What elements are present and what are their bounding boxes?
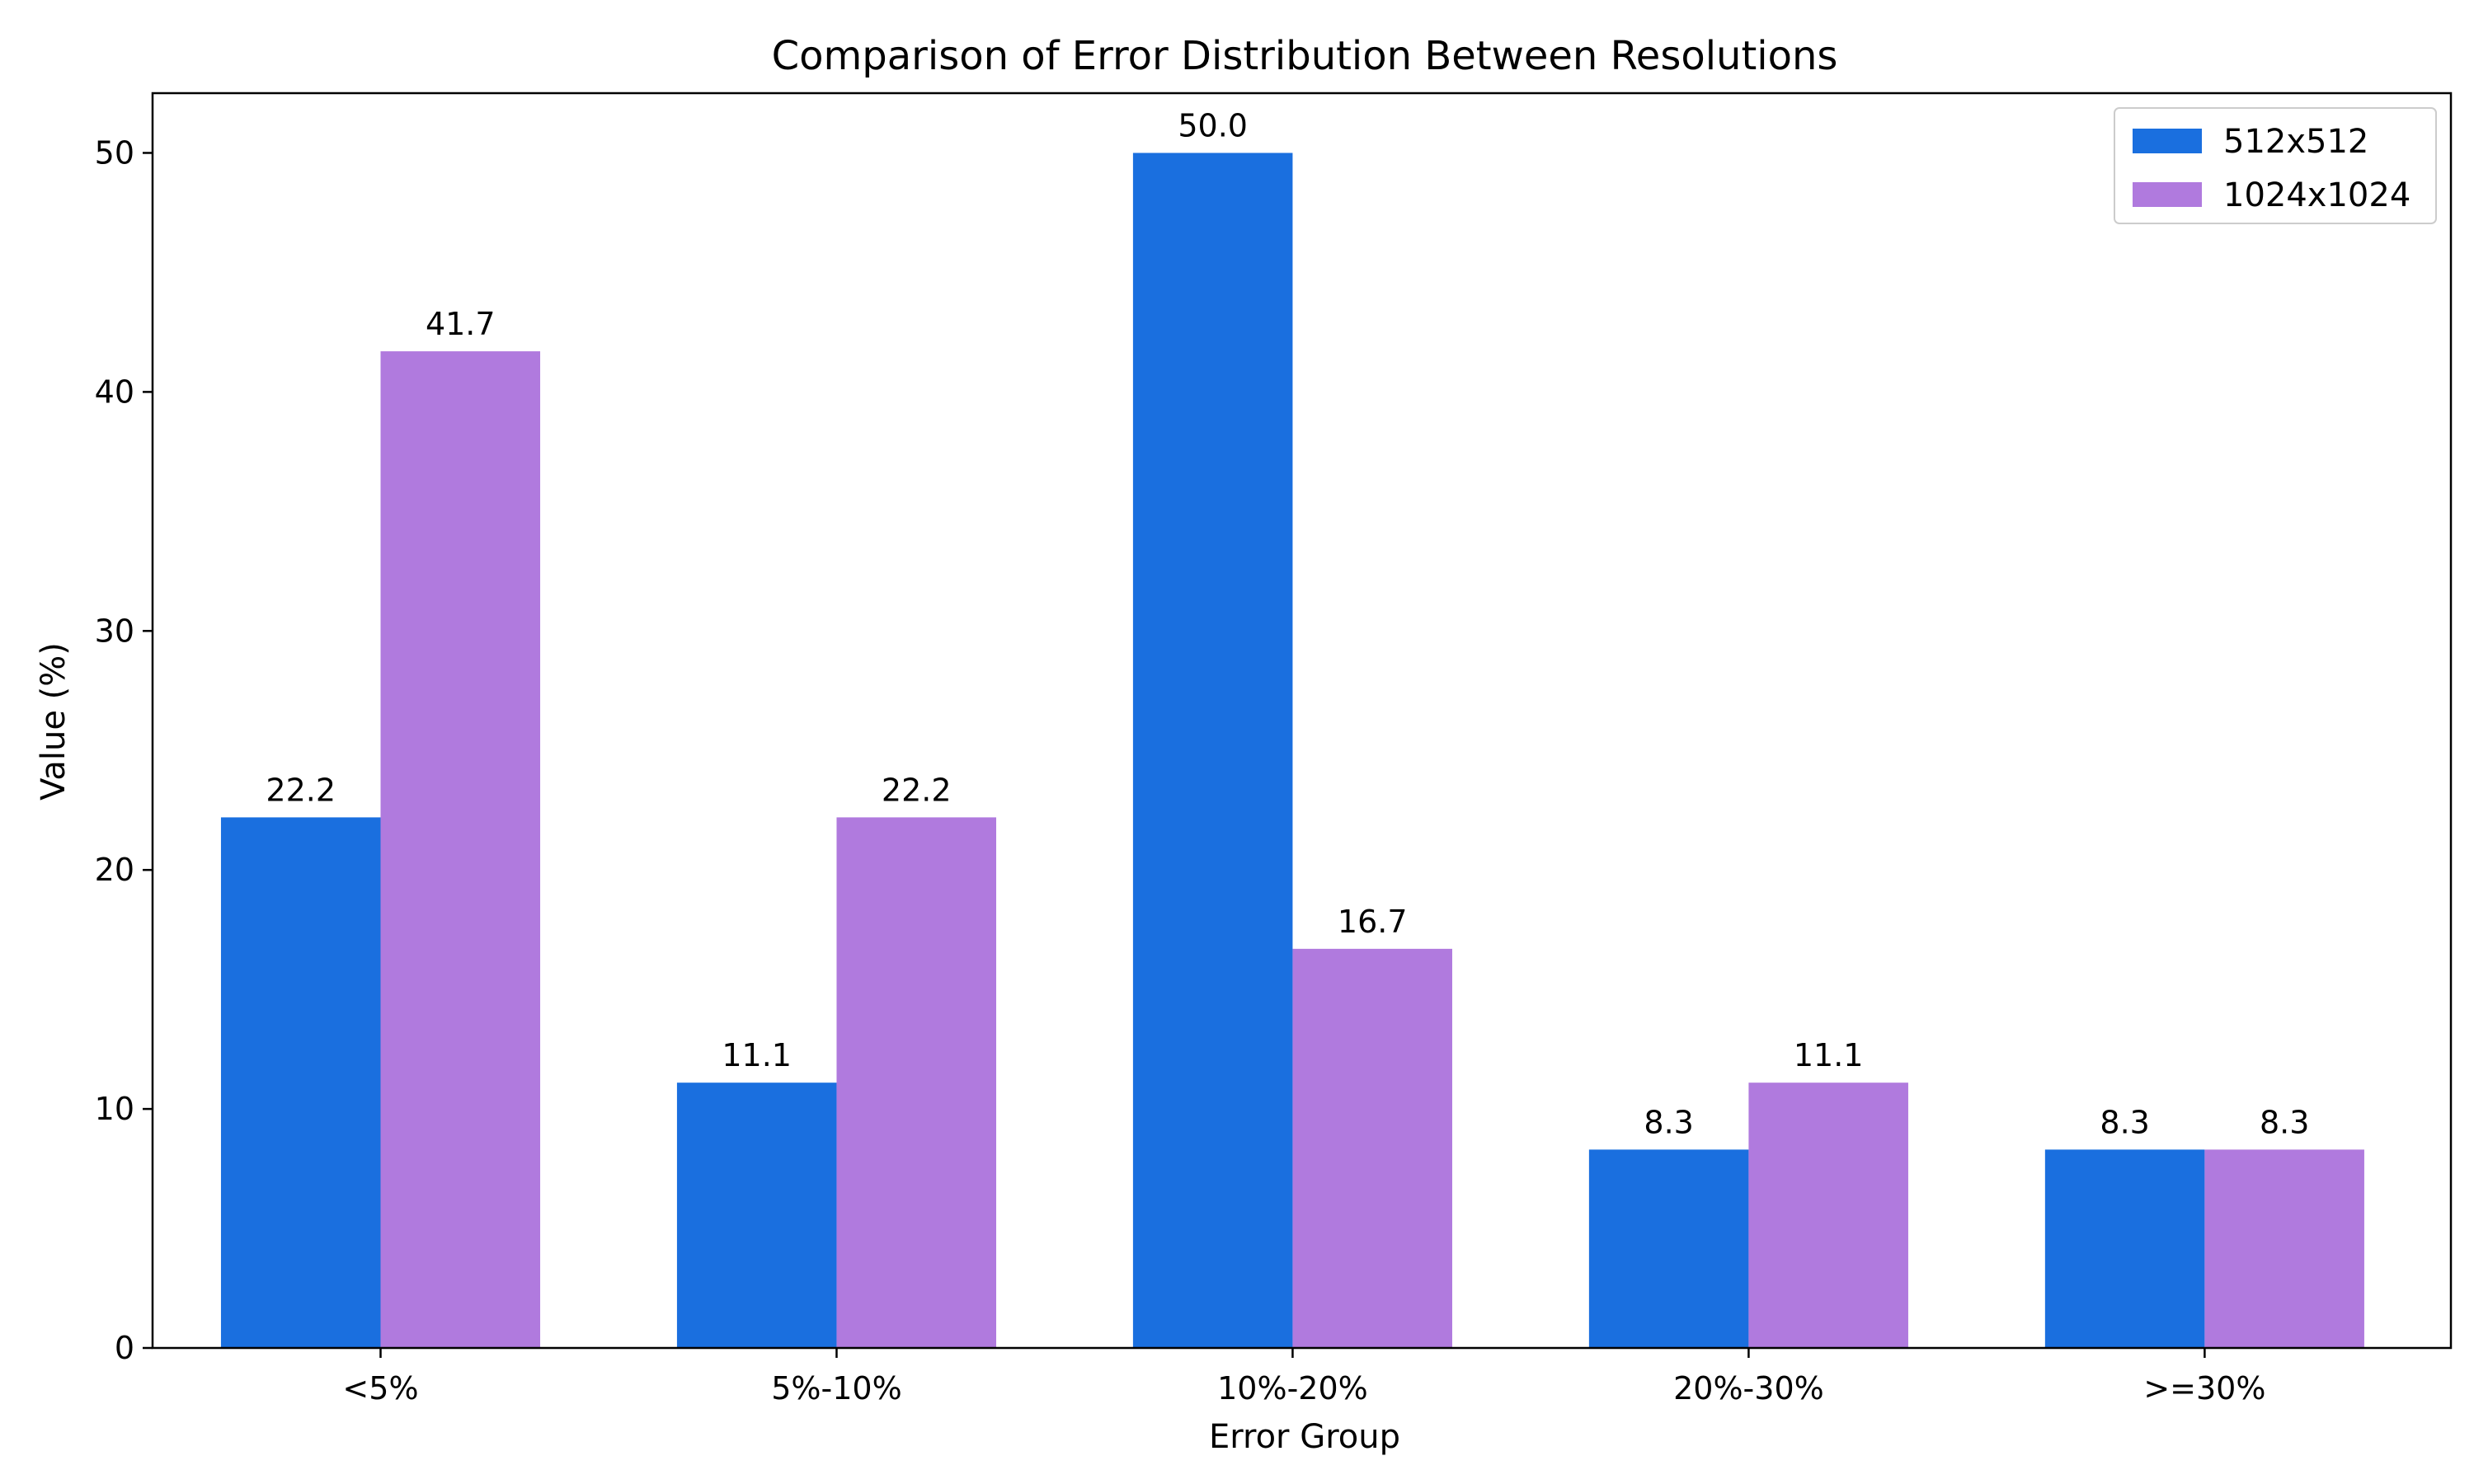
bar-512x512-5%-10%: [676, 1082, 837, 1348]
legend-label: 1024x1024: [2223, 176, 2411, 214]
data-label: 22.2: [882, 772, 952, 808]
bar-1024x1024-<5%: [380, 351, 541, 1348]
y-tick-label: 30: [95, 613, 134, 649]
data-label: 50.0: [1178, 107, 1248, 143]
bar-1024x1024-10%-20%: [1292, 948, 1452, 1348]
x-tick-label: 5%-10%: [771, 1370, 901, 1407]
data-label: 11.1: [1794, 1037, 1864, 1073]
y-tick-label: 50: [95, 134, 134, 171]
y-tick-label: 40: [95, 373, 134, 410]
legend-swatch: [2133, 129, 2202, 153]
legend-label: 512x512: [2223, 123, 2368, 161]
x-tick-label: <5%: [342, 1370, 418, 1407]
data-label: 8.3: [2260, 1104, 2309, 1140]
legend: 512x512 1024x1024: [2114, 107, 2437, 224]
data-label: 16.7: [1338, 904, 1408, 940]
axes-layer: 0 10 20 30 40 50 <5% 5%-10% 10%-20% 20%-30% >=30%: [95, 92, 2453, 1407]
y-tick-label: 0: [115, 1330, 134, 1366]
data-label: 11.1: [722, 1037, 792, 1073]
bar-512x512-<5%: [220, 817, 381, 1348]
legend-swatch: [2133, 182, 2202, 207]
bar-1024x1024->=30%: [2204, 1149, 2364, 1348]
bar-512x512-10%-20%: [1132, 153, 1293, 1348]
data-label: 8.3: [1644, 1104, 1693, 1140]
x-tick-label: 10%-20%: [1217, 1370, 1368, 1407]
data-label: 22.2: [266, 772, 336, 808]
bar-1024x1024-5%-10%: [836, 817, 997, 1348]
bars-layer: [220, 153, 2364, 1348]
data-label: 41.7: [426, 306, 496, 342]
plot-frame: [151, 92, 2453, 1350]
x-tick-label: 20%-30%: [1673, 1370, 1824, 1407]
bar-1024x1024-20%-30%: [1748, 1082, 1908, 1348]
chart-title: Comparison of Error Distribution Between…: [772, 33, 1838, 79]
y-tick-label: 10: [95, 1091, 134, 1127]
y-axis-label: Value (%): [35, 642, 73, 801]
y-tick-label: 20: [95, 852, 134, 888]
x-axis-label: Error Group: [1209, 1418, 1400, 1456]
data-label: 8.3: [2100, 1104, 2149, 1140]
data-labels-layer: 22.2 11.1 50.0 8.3 8.3 41.7 22.2 16.7 11.1 8.3: [266, 107, 2309, 1140]
bar-512x512->=30%: [2044, 1149, 2205, 1348]
x-tick-label: >=30%: [2143, 1370, 2265, 1407]
bar-512x512-20%-30%: [1588, 1149, 1749, 1348]
